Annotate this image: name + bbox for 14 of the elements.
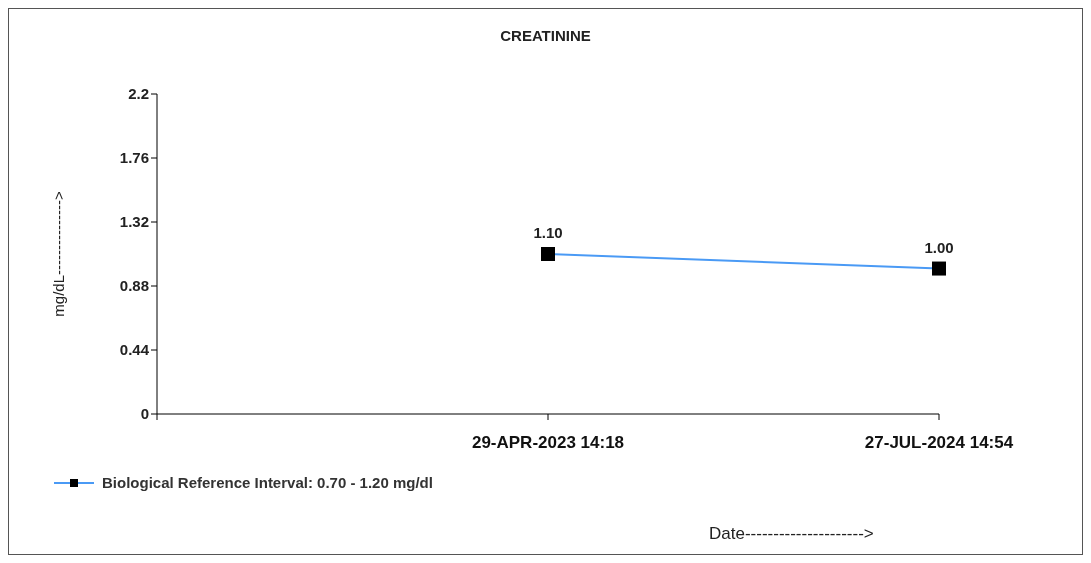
y-axis-title: mg/dL--------------->	[50, 191, 68, 317]
y-tick-label: 0.88	[119, 277, 149, 295]
data-label: 1.10	[533, 224, 563, 241]
y-tick-label: 1.76	[119, 149, 149, 167]
data-label: 1.00	[924, 238, 954, 256]
x-tick-label: 27-JUL-2024 14:54	[864, 433, 1014, 453]
y-tick-label: 0.44	[119, 341, 150, 359]
y-tick-label: 1.32	[119, 213, 149, 231]
chart-title: CREATININE	[499, 26, 592, 44]
y-tick-label: 2.2	[128, 85, 149, 103]
y-tick-label: 0	[140, 405, 149, 423]
x-axis-title: Date--------------------->	[709, 524, 874, 544]
x-tick-label: 29-APR-2023 14:18	[471, 433, 625, 453]
legend-label: Biological Reference Interval: 0.70 - 1.20 mg/dl	[101, 474, 433, 491]
